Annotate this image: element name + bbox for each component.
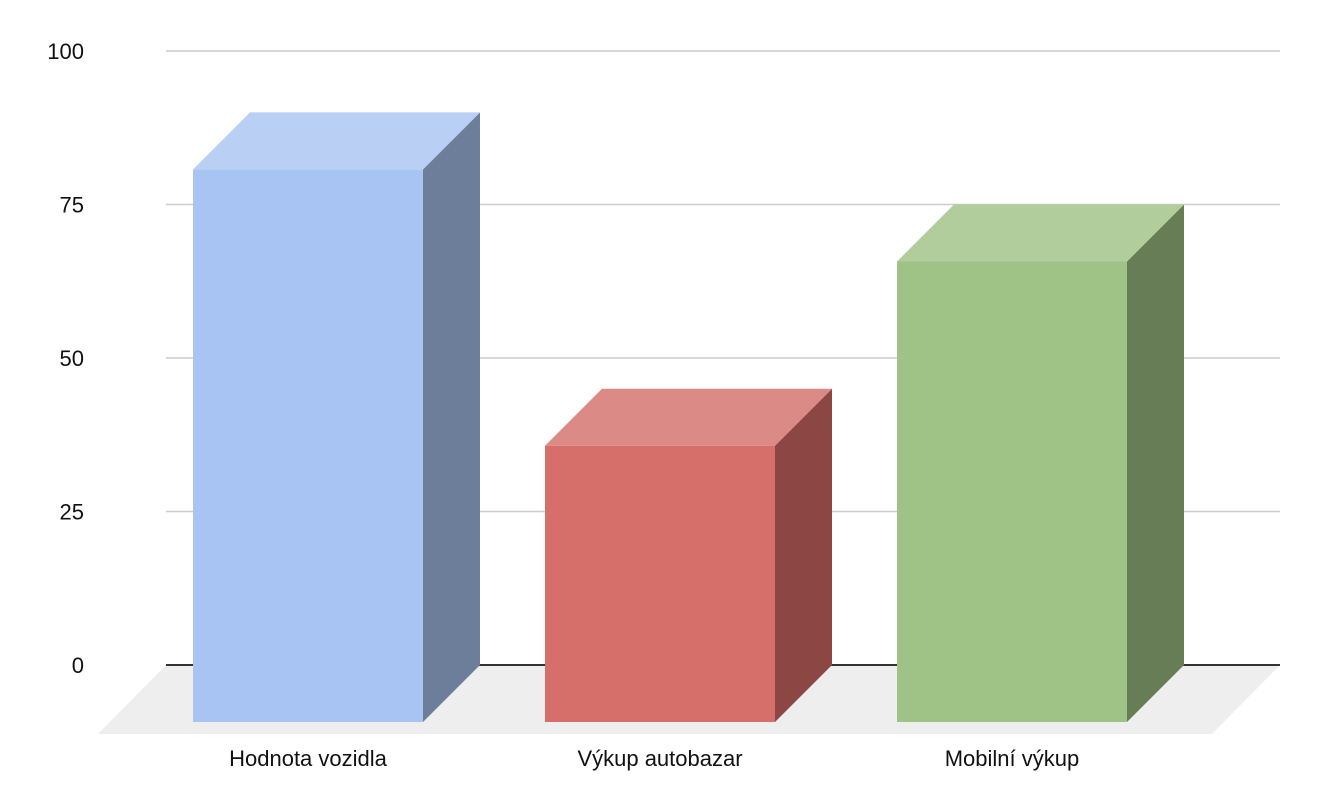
bar-front xyxy=(193,169,423,722)
bar xyxy=(193,112,480,722)
y-tick-label: 0 xyxy=(72,653,84,678)
bar-side xyxy=(775,388,832,722)
bar xyxy=(897,204,1184,722)
bar-top xyxy=(545,388,832,446)
x-category-label: Výkup autobazar xyxy=(577,746,742,771)
bars xyxy=(193,112,1184,722)
bar-front xyxy=(545,445,775,722)
x-category-label: Mobilní výkup xyxy=(945,746,1080,771)
bar-front xyxy=(897,261,1127,722)
bar-side xyxy=(423,112,480,722)
x-category-label: Hodnota vozidla xyxy=(229,746,388,771)
bar-top xyxy=(193,112,480,170)
bar-side xyxy=(1127,204,1184,722)
x-axis-labels: Hodnota vozidla Výkup autobazar Mobilní vý… xyxy=(229,746,1079,771)
bar xyxy=(545,388,832,722)
y-axis-ticks: 0 25 50 75 100 xyxy=(47,39,84,678)
y-tick-label: 25 xyxy=(60,500,84,525)
bar-top xyxy=(897,204,1184,262)
y-tick-label: 75 xyxy=(60,193,84,218)
y-tick-label: 100 xyxy=(47,39,84,64)
y-tick-label: 50 xyxy=(60,346,84,371)
